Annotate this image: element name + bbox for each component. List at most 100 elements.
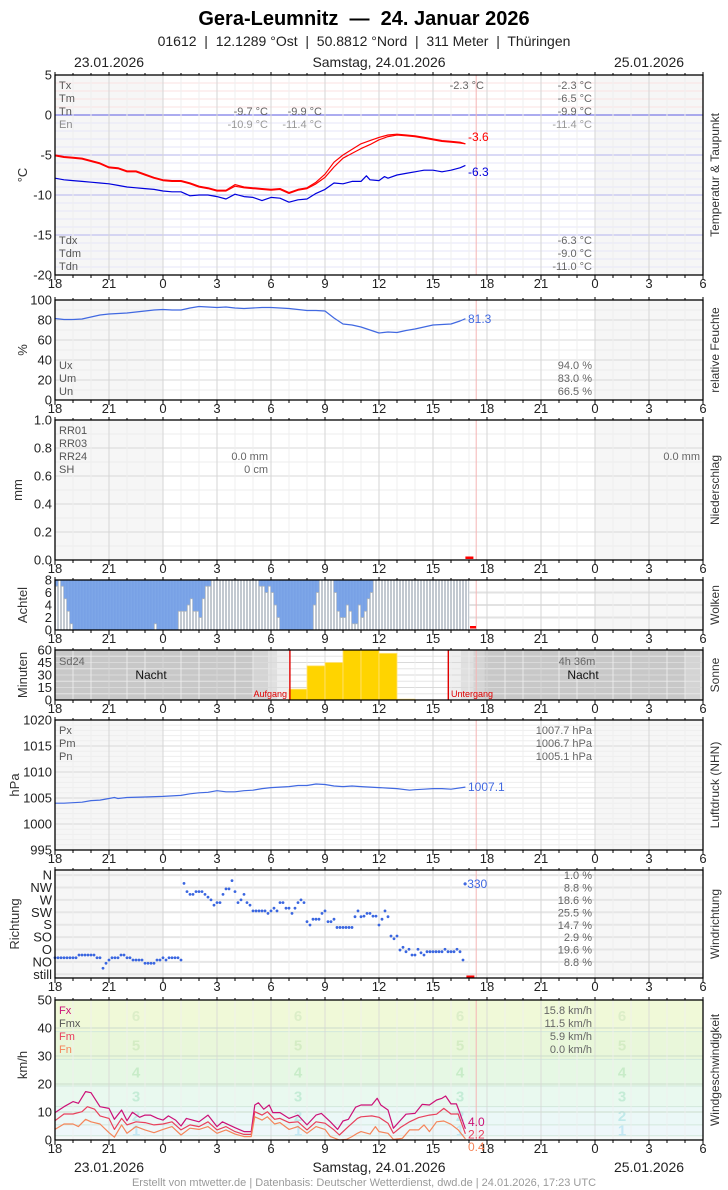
wind-direction-dot: [434, 950, 438, 954]
cloud-cover-bar: [372, 579, 377, 631]
wind-direction-dot: [380, 917, 384, 921]
wind-direction-dot: [245, 901, 249, 905]
y-tick-label: 0: [45, 623, 52, 638]
sunshine-bar: [378, 652, 398, 701]
y-tick-label: 995: [30, 843, 52, 858]
y-tick-label: 15: [38, 680, 52, 695]
clear-sky-bar: [258, 579, 263, 587]
cloud-cover-bar: [411, 579, 416, 631]
cloud-cover-bar: [276, 617, 281, 631]
wind-direction-dot: [341, 926, 345, 929]
cloud-cover-bar: [345, 604, 350, 631]
wind-direction-dot: [296, 901, 300, 905]
wind-direction-dot: [278, 901, 282, 905]
y-tick-label: 50: [38, 993, 52, 1008]
x-tick-label: 3: [213, 561, 220, 576]
wind-direction-dot: [104, 961, 108, 965]
legend-fn: Fn: [59, 1044, 72, 1056]
end-label-dewpoint: -6.3: [468, 165, 489, 179]
y-tick-label: still: [33, 967, 52, 982]
cloud-cover-bar: [318, 579, 323, 631]
x-tick-label: 9: [321, 561, 328, 576]
beaufort-number: 2: [456, 1108, 464, 1125]
beaufort-number: 5: [618, 1038, 626, 1055]
y-tick-label: 0.2: [34, 525, 52, 540]
page-title: Gera-Leumnitz — 24. Januar 2026: [198, 8, 529, 30]
x-tick-label: 6: [267, 1141, 274, 1156]
cloud-cover-bar: [54, 585, 59, 631]
clear-sky-bar: [264, 579, 269, 593]
cloud-cover-bar: [426, 579, 431, 631]
x-tick-label: 18: [48, 851, 62, 866]
y-tick-label: NW: [30, 880, 52, 895]
x-tick-label: 0: [591, 631, 598, 646]
stat-tn: -9.9 °C: [558, 106, 592, 118]
stat-tdx: -6.3 °C: [558, 235, 592, 247]
stat-fn: 0.0 km/h: [550, 1044, 592, 1056]
wind-direction-dot: [167, 956, 171, 960]
series-fn: [54, 1116, 466, 1141]
legend-tdm: Tdm: [59, 248, 81, 260]
sunrise-label: Aufgang: [253, 689, 287, 699]
x-tick-label: 9: [321, 979, 328, 994]
x-tick-label: 15: [426, 561, 440, 576]
cloud-cover-bar: [228, 579, 233, 631]
x-tick-label: 9: [321, 1141, 328, 1156]
title-sunshine: Sonne: [708, 657, 722, 692]
data-end-marker: [466, 975, 475, 978]
cloud-cover-bar: [330, 579, 335, 631]
cloud-cover-bar: [63, 598, 68, 631]
beaufort-number: 4: [618, 1065, 627, 1082]
x-tick-label: 15: [426, 631, 440, 646]
cloud-cover-bar: [429, 579, 434, 631]
x-tick-label: 0: [159, 631, 166, 646]
wind-direction-dot: [407, 947, 411, 951]
cloud-cover-bar: [423, 579, 428, 631]
cloud-cover-bar: [246, 579, 251, 631]
clear-sky-bar: [279, 579, 284, 631]
legend-pm: Pm: [59, 738, 76, 750]
y-tick-label: 1010: [23, 765, 52, 780]
wind-direction-dot: [269, 909, 273, 913]
wind-direction-dot: [320, 912, 324, 915]
clear-sky-bar: [126, 579, 131, 631]
y-tick-label: 0: [45, 1133, 52, 1148]
clear-sky-bar: [282, 579, 287, 631]
cloud-cover-bar: [210, 579, 215, 631]
wind-direction-dot: [89, 953, 93, 957]
beaufort-number: 5: [456, 1038, 464, 1055]
wind-direction-dot: [179, 958, 183, 962]
x-tick-label: 3: [645, 851, 652, 866]
beaufort-number: 5: [294, 1038, 302, 1055]
x-tick-label: 21: [534, 276, 548, 291]
x-tick-label: 6: [699, 1141, 706, 1156]
panel-titles: Temperatur & Taupunkt relative Feuchte N…: [7, 112, 722, 1126]
cloud-cover-bar: [69, 623, 74, 631]
night-label-right: Nacht: [567, 668, 599, 682]
wind-direction-dot: [170, 956, 174, 960]
cloud-cover-bar: [231, 579, 236, 631]
wind-direction-dot: [365, 912, 369, 915]
cloud-cover-bar: [261, 585, 266, 631]
x-tick-label: 6: [699, 701, 706, 716]
y-tick-label: W: [40, 892, 53, 907]
y-tick-label: 0: [45, 693, 52, 708]
wind-direction-dot: [383, 909, 387, 913]
cloud-cover-bar: [315, 592, 320, 631]
clear-sky-bar: [345, 579, 350, 606]
cloud-cover-bar: [237, 579, 242, 631]
clear-sky-bar: [75, 579, 80, 631]
wind-direction-dot: [185, 890, 189, 894]
cloud-cover-bar: [354, 623, 359, 631]
legend-ux: Ux: [59, 360, 73, 372]
cloud-cover-bar: [402, 579, 407, 631]
cloud-cover-bar: [381, 579, 386, 631]
beaufort-number: 1: [618, 1122, 626, 1139]
clear-sky-bar: [354, 579, 359, 624]
y-tick-label: 6: [45, 585, 52, 600]
wind-direction-dot: [77, 953, 81, 957]
beaufort-number: 4: [294, 1065, 303, 1082]
stat-um: 83.0 %: [558, 373, 592, 385]
x-tick-label: 18: [48, 631, 62, 646]
